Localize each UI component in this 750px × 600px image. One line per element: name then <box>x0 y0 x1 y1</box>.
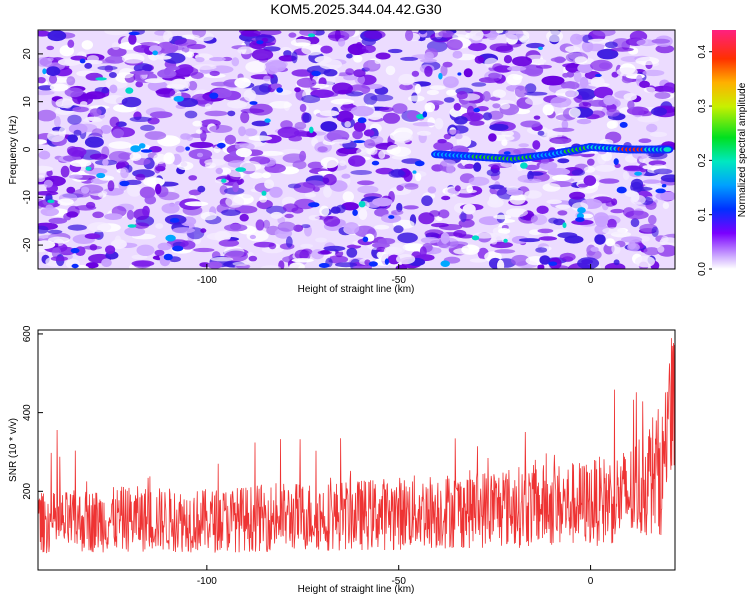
x-tick-label: -50 <box>391 576 406 587</box>
colorbar: 0.0 0.1 0.2 0.3 0.4 Normalized spectral ampl… <box>697 30 748 276</box>
y-tick-label: -10 <box>22 190 33 205</box>
snr-ticks: -100 -50 0 200 400 600 <box>22 325 594 587</box>
colorbar-gradient <box>712 30 736 269</box>
y-tick-label: 0 <box>22 146 33 152</box>
y-tick-label: 20 <box>22 48 33 60</box>
signal-ridge <box>431 143 674 164</box>
colorbar-tick-label: 0.4 <box>697 44 708 58</box>
snr-xlabel: Height of straight line (km) <box>298 584 415 595</box>
y-tick-label: 400 <box>22 404 33 421</box>
page-title: KOM5.2025.344.04.42.G30 <box>270 1 441 17</box>
spectrogram-ylabel: Frequency (Hz) <box>8 116 19 185</box>
colorbar-tick-label: 0.3 <box>697 99 708 113</box>
x-tick-label: -50 <box>391 275 406 286</box>
y-tick-label: 200 <box>22 483 33 500</box>
snr-ylabel: SNR (10 * v/v) <box>8 418 19 482</box>
x-tick-label: -100 <box>197 576 217 587</box>
colorbar-ticks: 0.0 0.1 0.2 0.3 0.4 <box>697 44 712 276</box>
x-tick-label: 0 <box>588 576 594 587</box>
y-tick-label: 600 <box>22 325 33 342</box>
snr-series-line <box>38 338 675 554</box>
colorbar-tick-label: 0.0 <box>697 262 708 276</box>
snr-panel: -100 -50 0 200 400 600 Height of straight lin… <box>8 325 676 595</box>
x-tick-label: 0 <box>588 275 594 286</box>
colorbar-tick-label: 0.1 <box>697 207 708 221</box>
colorbar-tick-label: 0.2 <box>697 153 708 167</box>
spectrogram-xlabel: Height of straight line (km) <box>298 284 415 295</box>
colorbar-label: Normalized spectral amplitude <box>737 82 748 217</box>
y-tick-label: -20 <box>22 237 33 252</box>
y-tick-label: 10 <box>22 96 33 108</box>
spectrogram-field <box>38 30 675 269</box>
snr-frame <box>37 329 676 571</box>
x-tick-label: -100 <box>197 275 217 286</box>
